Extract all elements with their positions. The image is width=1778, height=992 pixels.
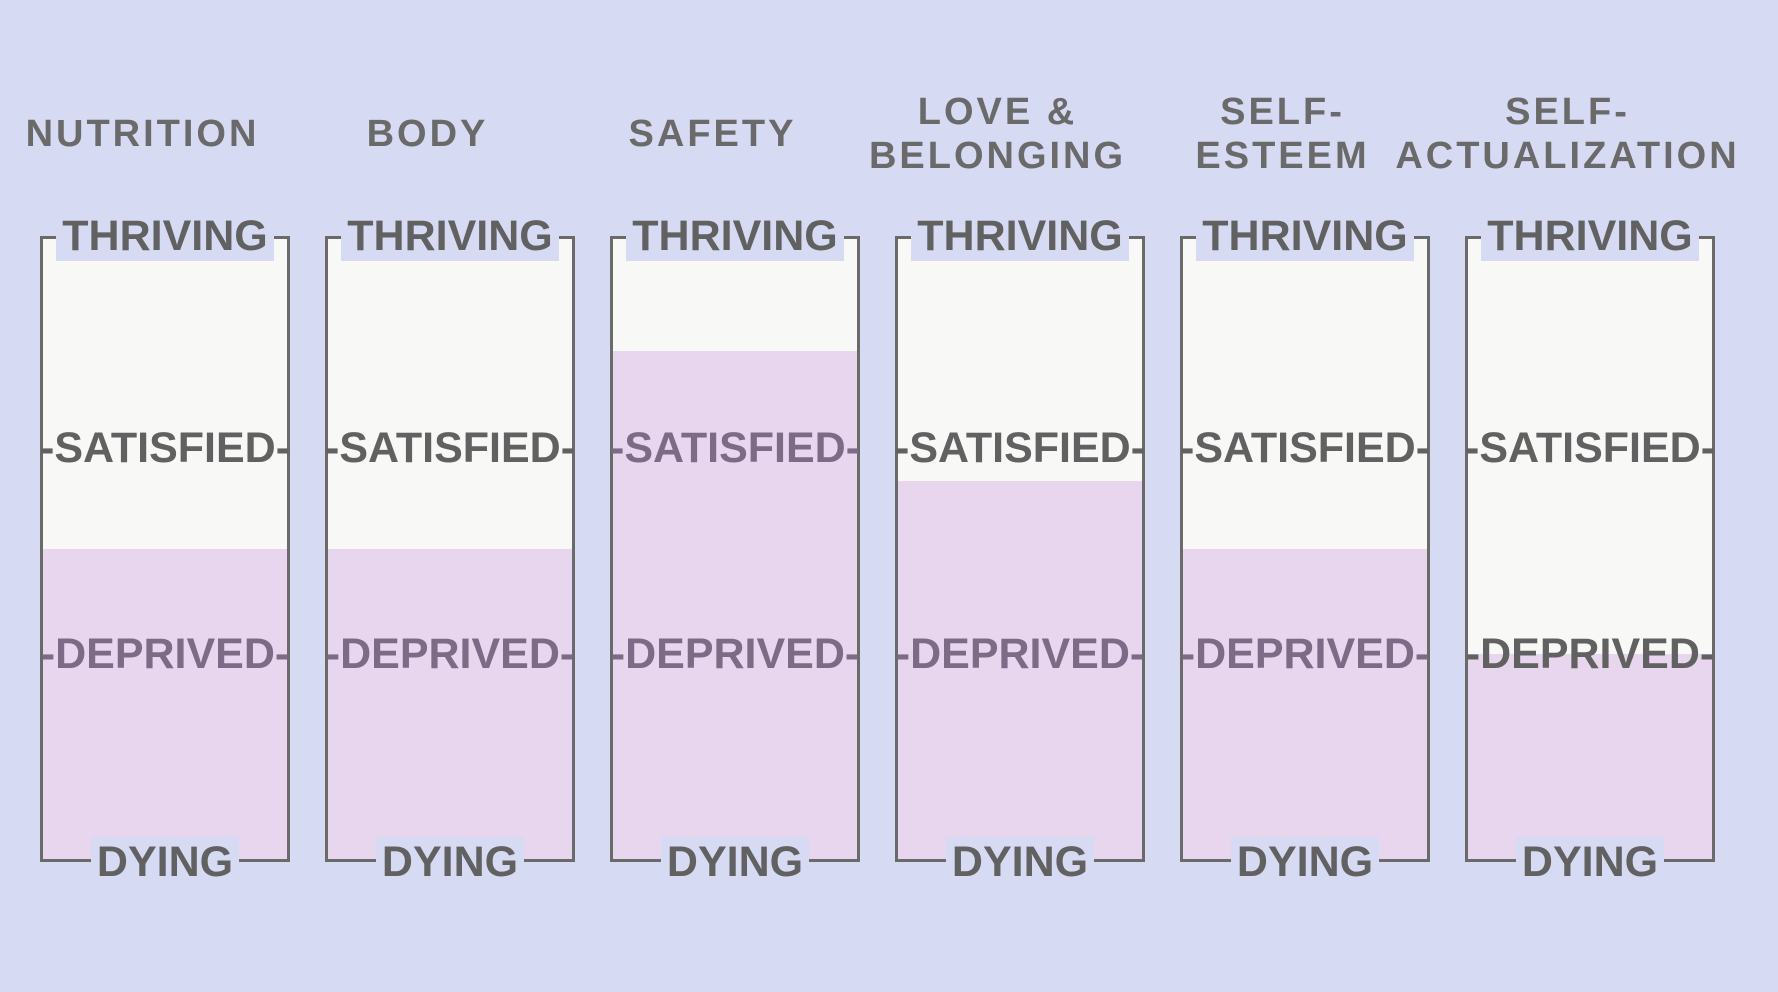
need-title-line: BODY bbox=[366, 113, 489, 155]
need-column: SAFETY THRIVING -SATISFIED- -DEPRIVED- DYING bbox=[570, 0, 860, 992]
need-meter bbox=[895, 236, 1145, 862]
meter-fill bbox=[43, 549, 287, 859]
need-meter bbox=[1465, 236, 1715, 862]
meter-fill bbox=[1183, 549, 1427, 859]
meter-fill bbox=[328, 549, 572, 859]
need-meter bbox=[1180, 236, 1430, 862]
need-title-line: SAFETY bbox=[628, 113, 797, 155]
need-title-line: NUTRITION bbox=[25, 113, 260, 155]
need-title: NUTRITION bbox=[0, 84, 295, 184]
need-title-line: SELF- bbox=[1220, 91, 1345, 133]
need-title-line: LOVE & bbox=[917, 91, 1078, 133]
meter-fill bbox=[898, 480, 1142, 859]
need-meter bbox=[325, 236, 575, 862]
need-meter bbox=[40, 236, 290, 862]
need-title: SELF- ESTEEM bbox=[1130, 84, 1435, 184]
need-title-line: BELONGING bbox=[868, 135, 1127, 177]
need-title-line: ACTUALIZATION bbox=[1395, 135, 1740, 177]
meter-fill bbox=[613, 350, 857, 859]
need-column: LOVE & BELONGING THRIVING -SATISFIED- -DEPRI… bbox=[855, 0, 1145, 992]
need-title: LOVE & BELONGING bbox=[845, 84, 1150, 184]
need-column: SELF- ESTEEM THRIVING -SATISFIED- -DEPRIVED-… bbox=[1140, 0, 1430, 992]
need-title-line: SELF- bbox=[1505, 91, 1630, 133]
need-column: BODY THRIVING -SATISFIED- -DEPRIVED- DYING bbox=[285, 0, 575, 992]
need-column: SELF- ACTUALIZATION THRIVING -SATISFIED- -DE… bbox=[1395, 0, 1737, 992]
need-column: NUTRITION THRIVING -SATISFIED- -DEPRIVED- DY… bbox=[0, 0, 290, 992]
meter-fill bbox=[1468, 654, 1712, 859]
need-meter bbox=[610, 236, 860, 862]
need-title: SELF- ACTUALIZATION bbox=[1395, 84, 1736, 184]
need-title: BODY bbox=[275, 84, 580, 184]
need-title-line: ESTEEM bbox=[1195, 135, 1370, 177]
need-title: SAFETY bbox=[560, 84, 865, 184]
